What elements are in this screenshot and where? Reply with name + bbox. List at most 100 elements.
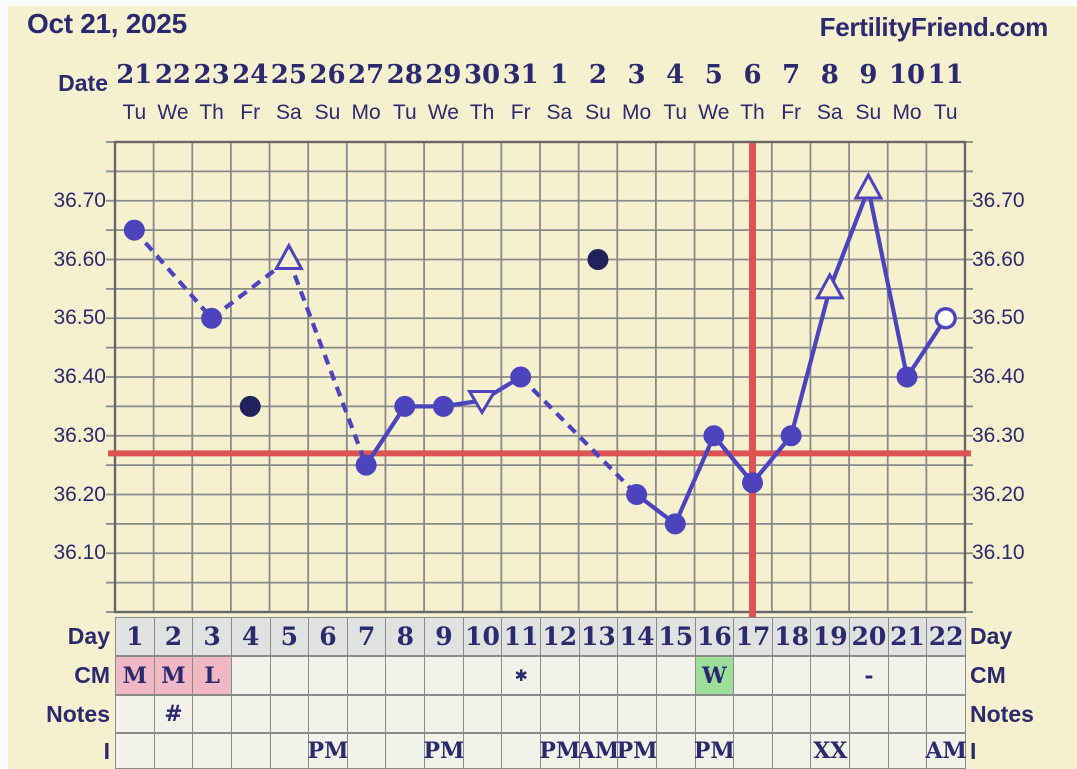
day-cell[interactable]: 12 [540,617,580,656]
temp-line-segment [827,188,871,290]
temp-point[interactable] [123,219,145,241]
time-cell [230,733,271,769]
date-cell: 11 [927,60,964,90]
weekday-cell: Sa [816,101,843,124]
weekday-cell: Fr [510,101,531,124]
date-cell: 28 [386,60,423,90]
day-cell[interactable]: 5 [269,617,310,656]
temp-point[interactable] [626,484,648,505]
time-cell [385,733,426,769]
y-axis-label-left: 36.50 [53,306,106,330]
day-cell[interactable]: 1 [115,617,155,656]
row-label-cm-left: CM [74,662,110,688]
day-cell[interactable]: 20 [849,617,889,656]
day-cell[interactable]: 8 [385,617,426,656]
date-cell: 25 [270,60,307,90]
temp-point-adjusted-up[interactable] [273,242,304,270]
notes-cell [578,695,619,733]
cm-cell: L [192,656,232,695]
time-cell: PM [539,733,581,769]
temp-line-segment [866,188,910,378]
day-cell[interactable]: 2 [153,617,194,656]
day-cell[interactable]: 15 [655,617,696,656]
temp-point-adjusted-up[interactable] [814,271,845,300]
cm-cell [385,656,426,695]
date-cell: 7 [782,60,801,90]
date-cell: 29 [425,60,462,90]
temp-point[interactable] [510,366,532,388]
weekday-cell: Sa [276,101,302,124]
day-cell[interactable]: 19 [810,617,851,656]
temp-point[interactable] [896,366,918,388]
day-cell[interactable]: 3 [192,617,232,656]
cm-cell [733,656,773,695]
time-cell [887,733,928,769]
time-cell: PM [308,733,348,769]
temp-line-segment [789,288,832,437]
day-cell[interactable]: 9 [424,617,464,656]
weekday-cell: Mo [892,101,922,124]
temp-line-segment [905,317,948,379]
weekday-cell: Tu [663,101,688,124]
excluded-temp-point[interactable] [587,249,609,270]
day-cell[interactable]: 16 [694,617,735,656]
time-cell: PM [423,733,465,769]
time-cell [849,733,889,769]
weekday-cell: We [157,101,189,124]
notes-cell [346,695,387,733]
day-cell[interactable]: 17 [733,617,773,656]
temp-point[interactable] [780,425,802,447]
time-cell-value: PM [539,738,581,764]
y-axis-label-right: 36.60 [972,247,1025,271]
temp-point[interactable] [201,307,223,329]
time-cell: AM [925,733,967,769]
day-cell-value: 12 [542,622,578,651]
day-cell[interactable]: 18 [771,617,812,656]
temp-point[interactable] [394,395,416,417]
time-cell-value: PM [693,738,735,764]
notes-cell [771,695,812,733]
day-cell[interactable]: 6 [308,617,348,656]
temp-point-adjusted-down[interactable] [466,390,498,416]
notes-cell [733,695,773,733]
temp-point[interactable] [432,395,454,417]
temp-line-segment [673,434,716,525]
temp-point-adjusted-up[interactable] [853,171,884,200]
day-cell[interactable]: 10 [462,617,503,656]
chart-date: Oct 21, 2025 [27,8,187,39]
date-cell: 31 [502,60,539,90]
day-cell[interactable]: 7 [346,617,387,656]
cm-cell [617,656,657,695]
cm-cell-value: M [122,662,147,689]
cm-cell [926,656,966,695]
weekday-cell: Su [314,101,341,124]
y-axis-label-left: 36.30 [53,423,106,447]
day-cell[interactable]: 4 [230,617,271,656]
day-cell-value: 15 [658,622,694,651]
temp-point-open[interactable] [934,307,957,330]
day-cell[interactable]: 13 [578,617,619,656]
temp-point[interactable] [664,513,686,535]
temp-point[interactable] [355,454,377,476]
day-cell-value: 3 [203,622,221,651]
day-cell[interactable]: 14 [617,617,657,656]
day-cell[interactable]: 22 [926,617,966,656]
day-cell[interactable]: 21 [887,617,928,656]
notes-cell [540,695,580,733]
cm-cell [771,656,812,695]
temp-point[interactable] [703,425,725,447]
excluded-temp-point[interactable] [239,395,261,417]
day-cell[interactable]: 11 [501,617,541,656]
temp-point[interactable] [742,472,763,494]
notes-cell [269,695,310,733]
date-cell: 30 [463,60,501,90]
time-cell-value: PM [423,738,465,764]
weekday-cell: Th [199,101,224,124]
y-axis-label-left: 36.60 [53,247,106,271]
day-cell-value: 9 [435,622,453,651]
date-cell: 9 [859,60,878,90]
notes-cell [694,695,735,733]
cm-cell [308,656,348,695]
cm-cell [810,656,851,695]
date-cell: 22 [154,60,192,90]
